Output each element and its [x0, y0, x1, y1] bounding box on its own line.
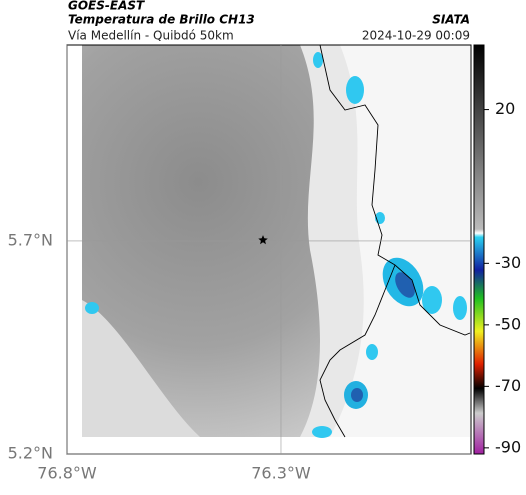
- colorbar-label: -70: [495, 376, 521, 395]
- y-tick-label: 5.2°N: [8, 444, 53, 463]
- x-tick-label: 76.8°W: [37, 464, 97, 483]
- x-tick-label: 76.3°W: [251, 464, 311, 483]
- colorbar-label: 20: [495, 99, 515, 118]
- datetime: 2024-10-29 00:09: [362, 29, 470, 43]
- map-image: [67, 44, 471, 454]
- product: GOES-EAST: [68, 0, 145, 13]
- location-marker: [258, 235, 268, 245]
- subtitle: Vía Medellín - Quibdó 50km: [68, 29, 234, 43]
- colorbar-label: -50: [495, 314, 521, 333]
- source: SIATA: [432, 13, 470, 27]
- colorbar-label: -30: [495, 253, 521, 272]
- y-tick-label: 5.7°N: [8, 230, 53, 249]
- title: Temperatura de Brillo CH13: [68, 13, 255, 27]
- colorbar-label: -90: [495, 437, 521, 456]
- colorbar: [473, 44, 485, 455]
